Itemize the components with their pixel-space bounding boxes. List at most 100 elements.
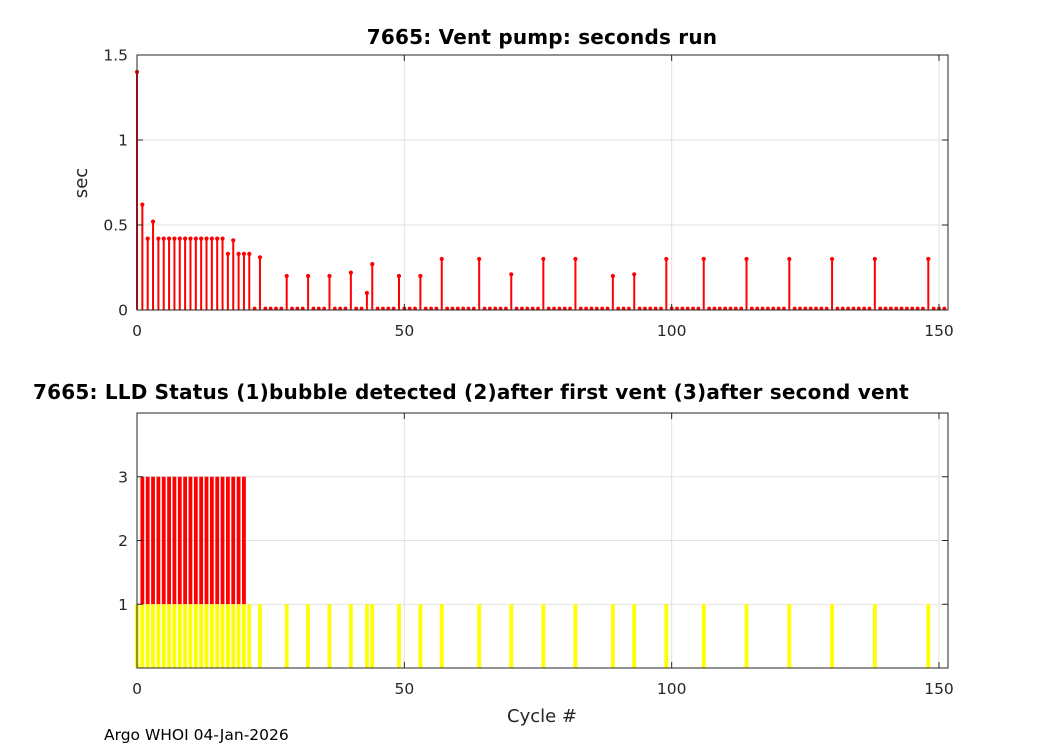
stem-zero-marker	[840, 306, 845, 311]
stem-zero-marker	[279, 306, 284, 311]
stem-zero-marker	[755, 306, 760, 311]
stem-zero-marker	[295, 306, 300, 311]
stem-marker	[370, 262, 375, 267]
x-tick-label: 150	[924, 322, 954, 340]
lld-status-plot-title: 7665: LLD Status (1)bubble detected (2)a…	[33, 380, 909, 404]
stem-marker	[257, 255, 263, 260]
bar-status-1-bubble-detected	[177, 604, 182, 668]
stem-marker	[364, 290, 370, 296]
stem-zero-marker	[653, 306, 658, 311]
stem-marker	[348, 270, 353, 275]
stem-zero-marker	[504, 306, 508, 311]
stem-zero-marker	[482, 306, 487, 311]
stem-zero-marker	[381, 306, 385, 311]
stem-zero-marker	[322, 306, 327, 311]
bar-status-1-bubble-detected	[140, 604, 145, 668]
stem-marker	[610, 273, 615, 279]
stem-marker	[396, 273, 402, 279]
stem-zero-marker	[733, 306, 738, 311]
stem-marker	[872, 256, 877, 262]
stem-zero-marker	[311, 306, 316, 311]
bar-status-1-bubble-detected	[225, 604, 230, 668]
y-tick-label: 0	[118, 302, 128, 320]
stem-marker	[701, 256, 706, 262]
y-tick-label: 2	[118, 532, 128, 550]
bar-status-1-bubble-detected	[365, 604, 369, 668]
stem-zero-marker	[696, 306, 701, 311]
bar-status-1-bubble-detected	[231, 604, 236, 668]
stem-zero-marker	[782, 306, 786, 311]
stem-marker	[926, 256, 931, 262]
bar-status-1-bubble-detected	[306, 604, 310, 668]
stem-zero-marker	[766, 306, 770, 311]
y-tick-label: 3	[118, 468, 128, 486]
bar-status-3-after-second-vent	[172, 476, 177, 605]
stem-marker	[193, 236, 198, 241]
stem-zero-marker	[359, 306, 364, 311]
stem-zero-marker	[594, 306, 599, 311]
stem-marker	[161, 236, 166, 241]
stem-zero-marker	[803, 306, 808, 311]
stem-zero-marker	[808, 306, 813, 311]
stem-marker	[209, 236, 214, 241]
x-tick-label: 150	[924, 680, 954, 698]
bar-status-3-after-second-vent	[151, 476, 155, 605]
axes-box	[136, 54, 949, 311]
stem-zero-marker	[771, 306, 776, 311]
stem-marker	[188, 236, 193, 241]
stem-zero-marker	[717, 306, 722, 311]
stem-zero-marker	[905, 306, 909, 311]
stem-marker	[439, 256, 444, 262]
stem-zero-marker	[434, 306, 439, 311]
stem-marker	[225, 251, 230, 256]
stem-marker	[541, 256, 546, 262]
stem-marker	[327, 273, 332, 279]
stem-zero-marker	[568, 306, 572, 311]
bar-status-1-bubble-detected	[236, 604, 241, 668]
stem-zero-marker	[578, 306, 583, 311]
bar-status-3-after-second-vent	[193, 476, 198, 605]
vent-pump-plot-title: 7665: Vent pump: seconds run	[367, 25, 717, 49]
stem-zero-marker	[600, 306, 605, 311]
bar-status-1-bubble-detected	[744, 604, 749, 668]
stem-zero-marker	[316, 306, 321, 311]
bar-status-1-bubble-detected	[258, 604, 262, 668]
stem-zero-marker	[536, 306, 540, 311]
stem-zero-marker	[252, 306, 257, 311]
stem-zero-marker	[487, 306, 492, 311]
y-axis-label-sec: sec	[71, 168, 92, 198]
stem-marker	[664, 256, 669, 262]
stem-marker	[215, 236, 220, 241]
bar-status-3-after-second-vent	[215, 476, 220, 605]
stem-marker	[305, 273, 311, 279]
bar-status-1-bubble-detected	[161, 604, 166, 668]
stem-zero-marker	[739, 306, 744, 311]
stem-zero-marker	[862, 306, 867, 311]
stem-zero-marker	[268, 306, 273, 311]
stem-zero-marker	[814, 306, 818, 311]
stem-marker	[145, 236, 150, 241]
bar-status-1-bubble-detected	[926, 604, 931, 668]
stem-zero-marker	[461, 306, 466, 311]
bar-status-3-after-second-vent	[183, 476, 188, 605]
stem-marker	[573, 256, 578, 262]
stem-zero-marker	[605, 306, 610, 311]
stem-zero-marker	[680, 306, 685, 311]
stem-zero-marker	[338, 306, 343, 311]
stem-zero-marker	[728, 306, 733, 311]
stem-marker	[166, 236, 172, 241]
bar-status-3-after-second-vent	[177, 476, 182, 605]
y-tick-label: 1	[118, 596, 128, 614]
stem-zero-marker	[792, 306, 797, 311]
stem-marker	[156, 236, 161, 241]
stem-zero-marker	[921, 306, 925, 311]
stem-marker	[241, 251, 247, 256]
stem-zero-marker	[375, 306, 380, 311]
x-tick-label: 50	[394, 322, 414, 340]
stem-zero-marker	[867, 306, 872, 311]
stem-zero-marker	[942, 306, 947, 311]
bar-status-3-after-second-vent	[236, 476, 241, 605]
stem-zero-marker	[899, 306, 904, 311]
stem-zero-marker	[263, 306, 268, 311]
